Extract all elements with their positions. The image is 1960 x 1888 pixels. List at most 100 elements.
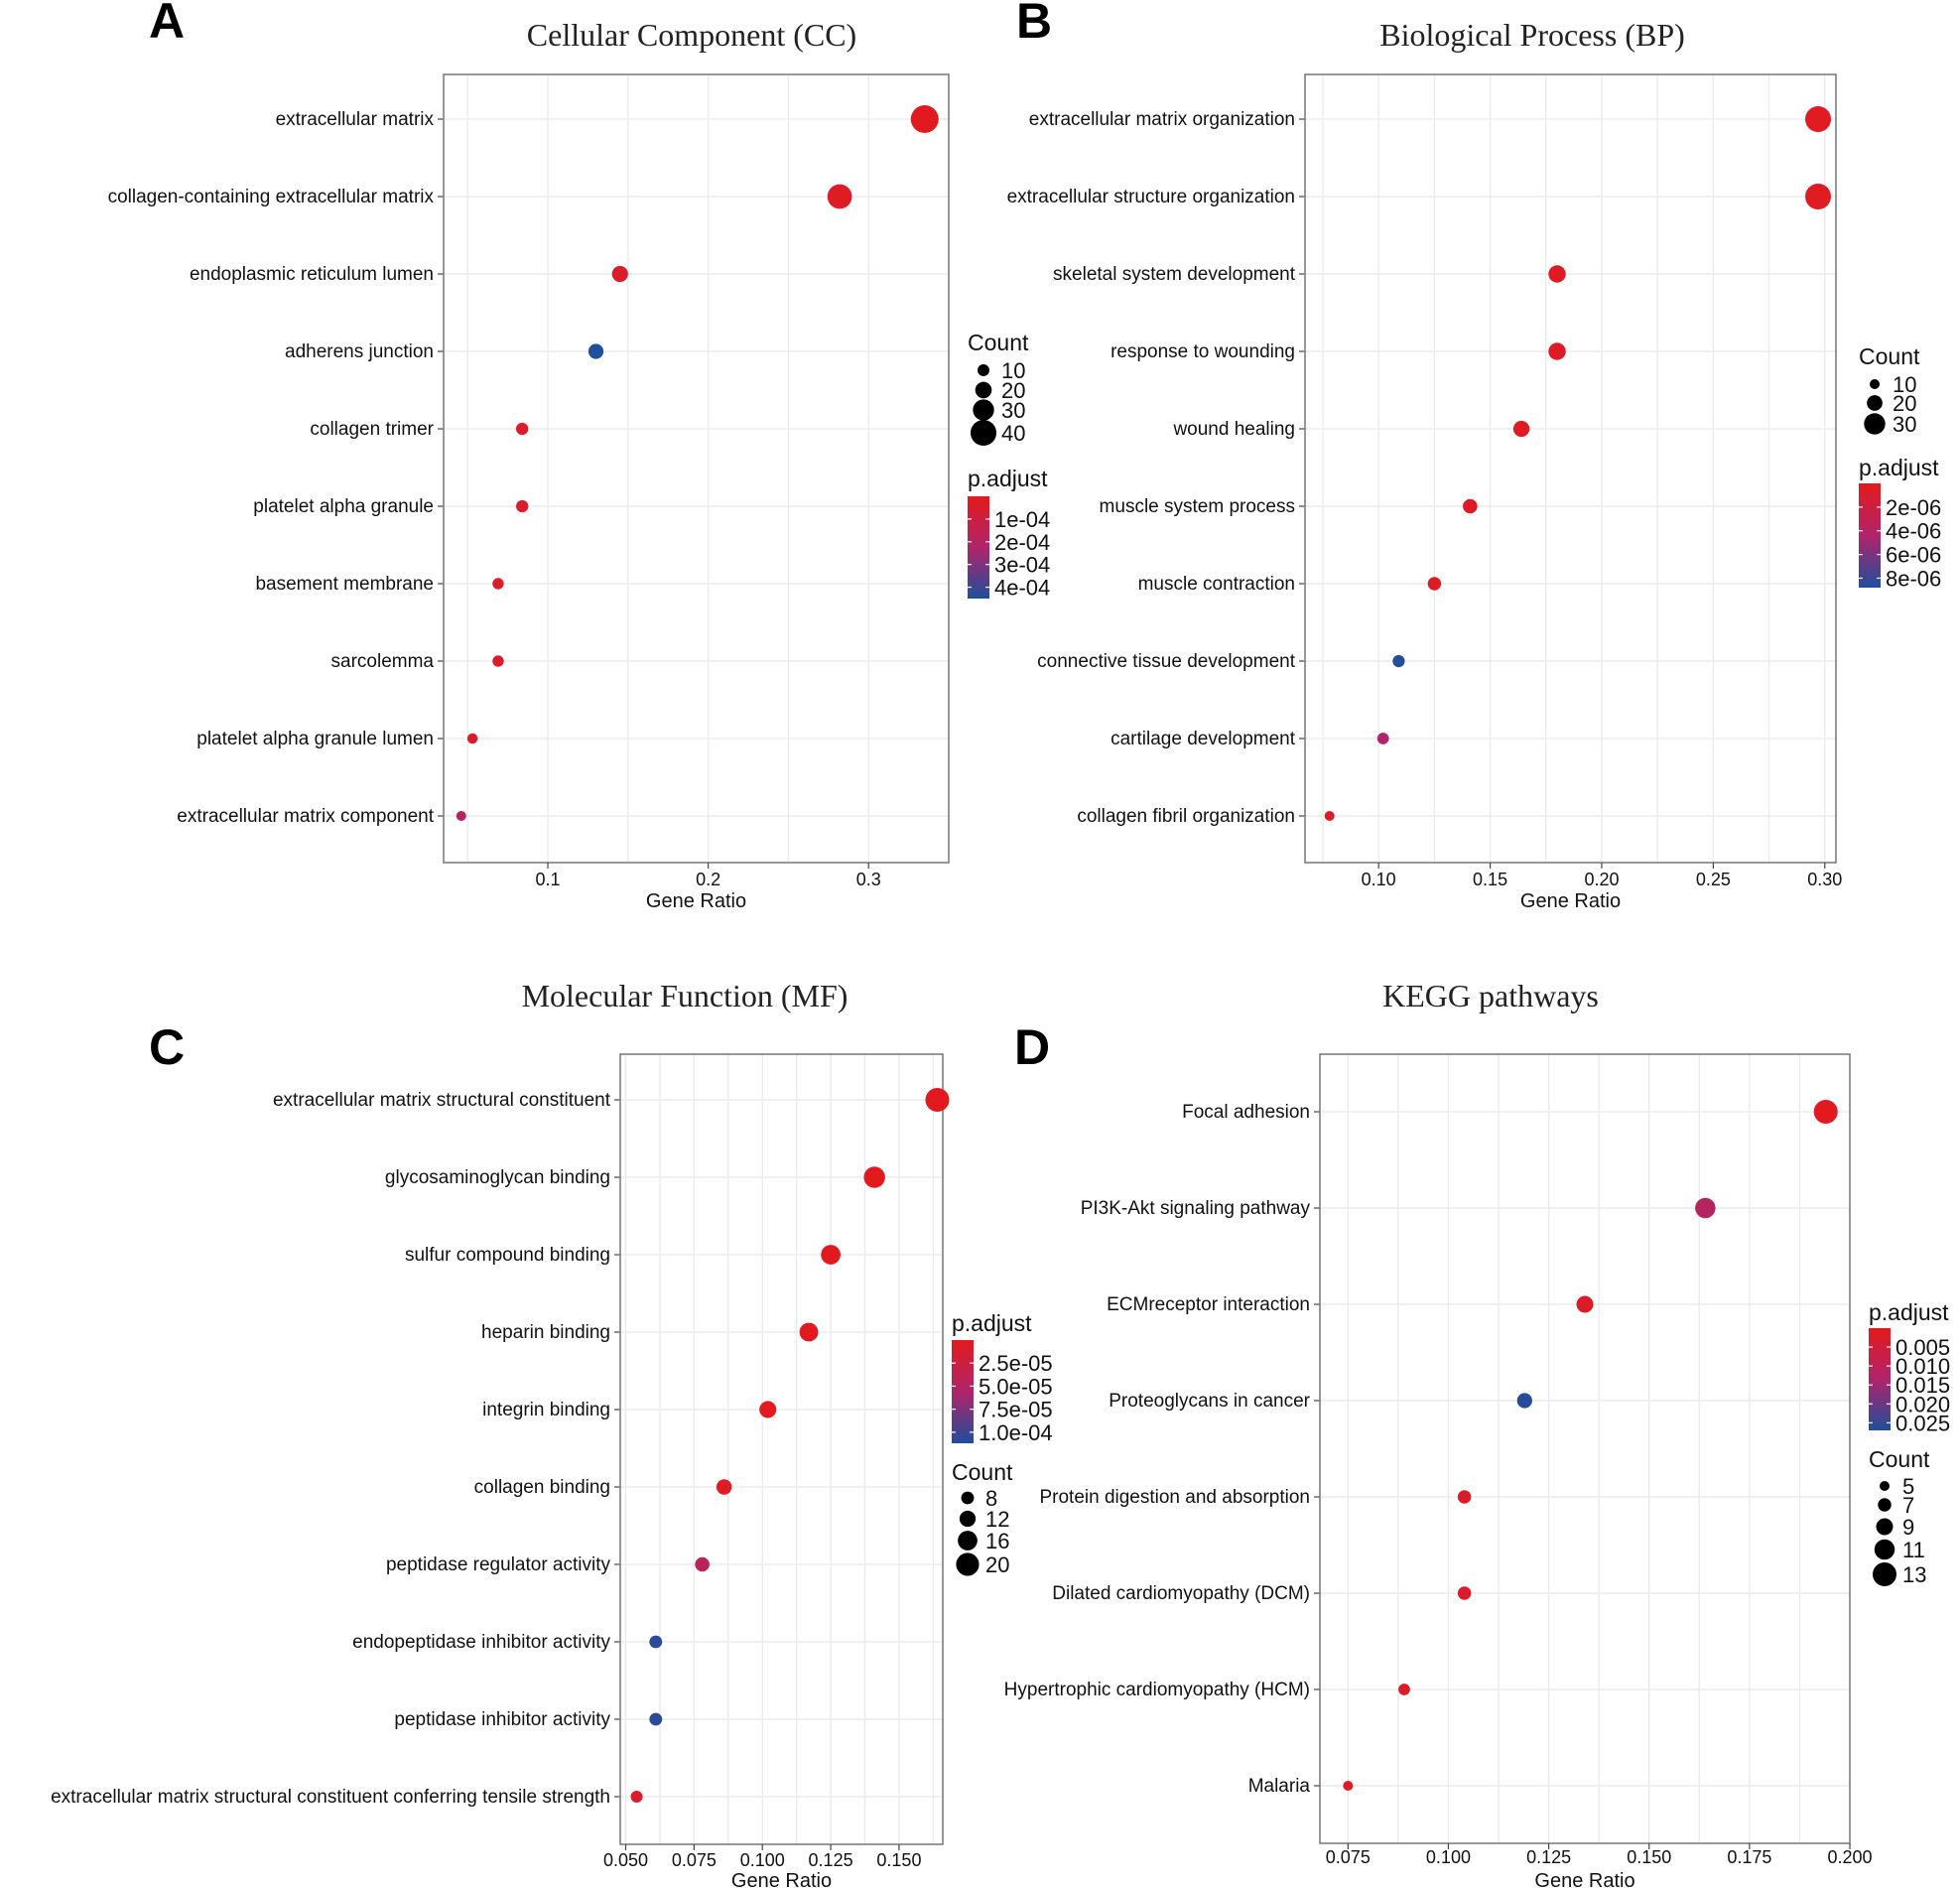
y-category-label: integrin binding [482, 1400, 610, 1420]
count-legend-dot [1870, 379, 1880, 389]
x-axis-label: Gene Ratio [1520, 890, 1621, 912]
y-category-label: extracellular structure organization [1007, 187, 1295, 207]
y-category-label: Dilated cardiomyopathy (DCM) [1052, 1583, 1310, 1604]
y-category-label: collagen trimer [310, 419, 434, 440]
y-category-label: platelet alpha granule [253, 496, 434, 517]
padjust-legend-title: p.adjust [952, 1310, 1032, 1336]
y-category-label: heparin binding [481, 1322, 610, 1343]
chart-title: KEGG pathways [1382, 978, 1599, 1013]
count-legend-label: 30 [1001, 398, 1025, 423]
x-tick-label: 0.175 [1727, 1847, 1771, 1867]
padjust-legend-label: 0.005 [1895, 1335, 1950, 1360]
y-category-label: Malaria [1248, 1776, 1311, 1797]
panel-c: C Molecular Function (MF) extracellular ma… [51, 978, 1053, 1888]
data-point [1324, 811, 1335, 821]
padjust-legend-label: 8e-06 [1886, 566, 1941, 591]
padjust-colorbar [1859, 483, 1881, 588]
chart-title: Biological Process (BP) [1379, 17, 1685, 53]
y-category-label: extracellular matrix structural constitu… [273, 1090, 611, 1111]
x-tick-label: 0.150 [876, 1850, 921, 1870]
data-point [1392, 654, 1405, 668]
data-point [1695, 1197, 1716, 1219]
data-point [716, 1479, 732, 1495]
x-axis-label: Gene Ratio [1534, 1870, 1634, 1888]
chart-title: Cellular Component (CC) [527, 17, 856, 53]
data-point [827, 184, 852, 209]
y-category-label: extracellular matrix [276, 109, 435, 130]
padjust-legend-label: 0.010 [1895, 1354, 1950, 1379]
data-point [492, 578, 504, 590]
data-point [588, 343, 604, 359]
panel-b: B Biological Process (BP) extracellular ma… [1007, 0, 1942, 912]
plot-frame [1304, 73, 1837, 864]
count-legend-dot [958, 1531, 978, 1551]
data-point [1805, 106, 1832, 132]
y-category-label: Hypertrophic cardiomyopathy (HCM) [1004, 1680, 1310, 1700]
count-legend-dot [973, 399, 994, 421]
padjust-legend-label: 1e-04 [994, 507, 1050, 532]
y-category-label: peptidase regulator activity [386, 1554, 611, 1575]
data-point [799, 1322, 819, 1342]
data-point [1548, 265, 1566, 283]
padjust-legend-title: p.adjust [968, 466, 1048, 491]
count-legend-title: Count [1869, 1446, 1930, 1472]
y-category-label: PI3K-Akt signaling pathway [1081, 1198, 1311, 1219]
panel-letter: C [149, 1019, 185, 1075]
padjust-legend: p.adjust 2.5e-055.0e-057.5e-051.0e-04 [952, 1310, 1053, 1445]
x-tick-label: 0.050 [603, 1850, 648, 1870]
padjust-legend-label: 2.5e-05 [979, 1351, 1053, 1376]
data-point [759, 1401, 777, 1418]
padjust-legend-label: 4e-04 [994, 576, 1050, 601]
x-tick-label: 0.100 [1426, 1847, 1471, 1867]
x-tick-label: 0.20 [1584, 870, 1619, 889]
data-point [925, 1088, 950, 1112]
data-point [1512, 420, 1530, 438]
x-tick-label: 0.150 [1627, 1847, 1671, 1867]
y-category-label: platelet alpha granule lumen [196, 729, 434, 749]
count-legend-label: 30 [1893, 412, 1916, 437]
data-point [863, 1166, 885, 1188]
padjust-legend-label: 6e-06 [1886, 543, 1941, 568]
padjust-legend-label: 0.015 [1895, 1373, 1950, 1398]
data-point [466, 733, 478, 744]
y-category-label: skeletal system development [1053, 264, 1296, 285]
x-tick-label: 0.200 [1827, 1847, 1872, 1867]
y-category-label: cartilage development [1111, 729, 1296, 749]
x-tick-label: 0.25 [1696, 870, 1731, 889]
count-legend-label: 12 [985, 1507, 1009, 1532]
padjust-legend-title: p.adjust [1869, 1299, 1949, 1325]
plot-area [444, 74, 949, 863]
x-tick-label: 0.125 [809, 1850, 853, 1870]
x-tick-label: 0.15 [1473, 870, 1507, 889]
data-point [515, 499, 529, 513]
data-point [492, 655, 504, 667]
count-legend-dot [978, 364, 989, 376]
data-point [1457, 1490, 1472, 1504]
data-point [456, 811, 466, 821]
padjust-colorbar [952, 1340, 974, 1443]
y-category-label: collagen binding [474, 1477, 610, 1498]
y-category-label: collagen fibril organization [1077, 806, 1295, 827]
padjust-colorbar [968, 496, 989, 599]
count-legend-dot [961, 1491, 975, 1505]
padjust-legend-label: 0.025 [1895, 1411, 1950, 1435]
x-tick-label: 0.2 [696, 870, 720, 889]
padjust-legend-label: 0.020 [1895, 1392, 1950, 1416]
data-point [1457, 1586, 1472, 1600]
y-category-label: glycosaminoglycan binding [385, 1167, 610, 1188]
y-category-label: extracellular matrix component [177, 806, 434, 827]
data-point [515, 422, 529, 436]
count-legend-title: Count [968, 330, 1029, 355]
count-legend-label: 13 [1902, 1562, 1926, 1587]
y-category-label: extracellular matrix structural constitu… [51, 1787, 610, 1808]
y-category-label: muscle system process [1100, 496, 1295, 517]
y-category-label: connective tissue development [1037, 651, 1296, 672]
count-legend-dot [1873, 1562, 1896, 1586]
count-legend-dot [1867, 395, 1883, 411]
y-category-label: response to wounding [1111, 341, 1295, 362]
count-legend-label: 8 [985, 1486, 997, 1511]
